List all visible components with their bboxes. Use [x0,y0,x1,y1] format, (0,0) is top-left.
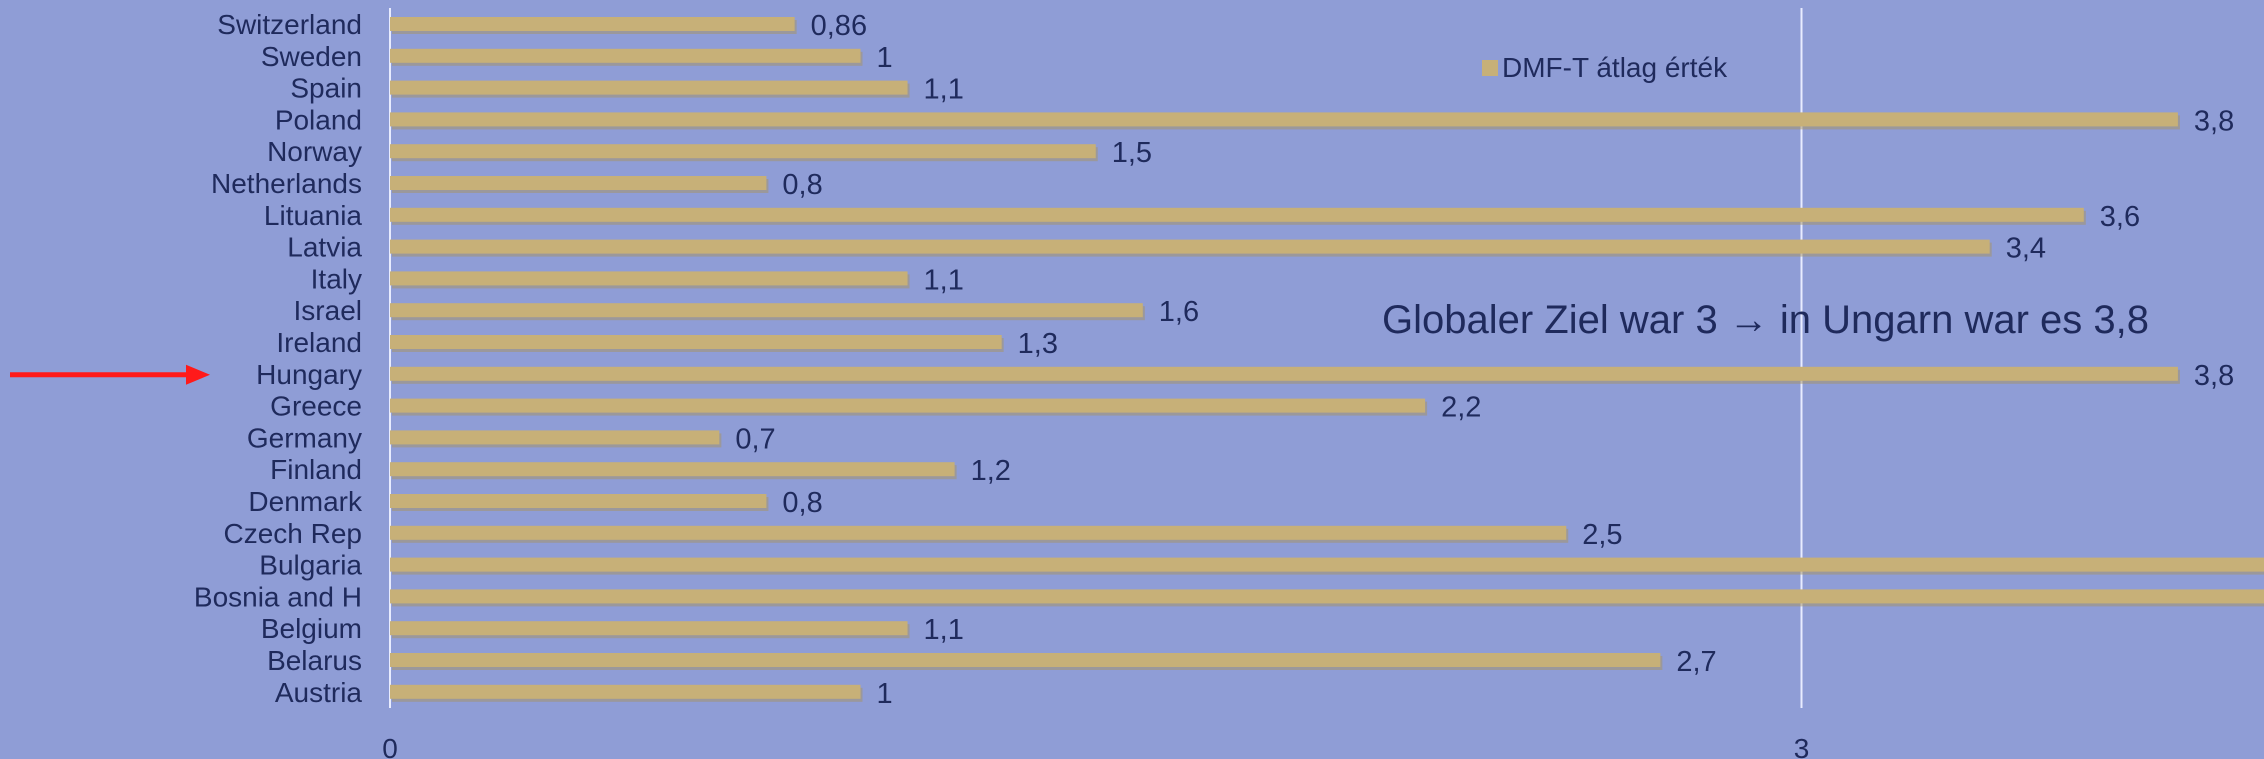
bar [390,112,2178,127]
data-label: 3,8 [2194,360,2234,392]
data-label: 1,1 [924,74,964,106]
bar [390,557,2264,572]
data-label: 1 [877,678,893,710]
bar [390,303,1143,318]
bar [390,398,1426,413]
bar [390,144,1096,159]
data-label: 1,3 [1018,328,1058,360]
bar [390,494,767,508]
category-label: Greece [270,391,362,422]
data-label: 3,4 [2006,233,2046,265]
legend-label: DMF-T átlag érték [1502,52,1728,83]
category-label: Lituania [264,200,363,231]
annotation-text: Globaler Ziel war 3 → in Ungarn war es 3… [1382,298,2149,342]
category-label: Bulgaria [259,550,362,581]
data-label: 0,8 [782,487,822,519]
bar [390,80,908,95]
data-label: 3,8 [2194,105,2234,137]
category-label: Latvia [287,232,362,263]
data-label: 1,5 [1112,137,1152,169]
category-label: Netherlands [211,168,362,199]
category-label: Finland [270,454,362,485]
data-label: 1,2 [971,455,1011,487]
bar [390,176,767,190]
bar [390,48,861,63]
bar [390,525,1567,540]
x-tick-label: 3 [1794,733,1810,759]
data-label: 3,6 [2100,201,2140,233]
bar [390,653,1661,667]
bar [390,589,2264,604]
data-label: 1,1 [924,614,964,646]
bar [390,366,2178,381]
category-label: Norway [267,136,362,167]
category-label: Denmark [248,486,363,517]
bar [390,684,861,699]
category-label: Poland [275,104,362,135]
bar [390,271,908,286]
data-label: 1 [877,42,893,74]
category-label: Spain [290,73,362,104]
category-label: Bosnia and H [194,581,362,612]
legend: DMF-T átlag érték [1482,52,1727,84]
bar [390,462,955,477]
category-label: Ireland [276,327,362,358]
category-label: Israel [294,295,362,326]
category-label: Austria [275,677,363,708]
data-label: 2,2 [1441,392,1481,424]
data-label: 0,7 [735,423,775,455]
data-label: 1,6 [1159,296,1199,328]
data-label: 0,8 [782,169,822,201]
category-label: Italy [311,263,362,294]
data-label: 2,5 [1582,519,1622,551]
x-tick-label: 0 [382,733,398,759]
category-label: Germany [247,422,362,453]
legend-swatch [1482,60,1498,76]
category-label: Sweden [261,41,362,72]
bar [390,207,2084,222]
data-label: 2,7 [1676,646,1716,678]
bar [390,17,795,31]
bar [390,430,720,445]
category-label: Hungary [256,359,362,390]
bar [390,621,908,636]
category-label: Belgium [261,613,362,644]
category-label: Switzerland [217,9,362,40]
category-label: Czech Rep [223,518,362,549]
bar [390,239,1990,254]
data-label: 0,86 [811,10,867,42]
bar [390,335,1002,349]
category-label: Belarus [267,645,362,676]
data-label: 1,1 [924,264,964,296]
